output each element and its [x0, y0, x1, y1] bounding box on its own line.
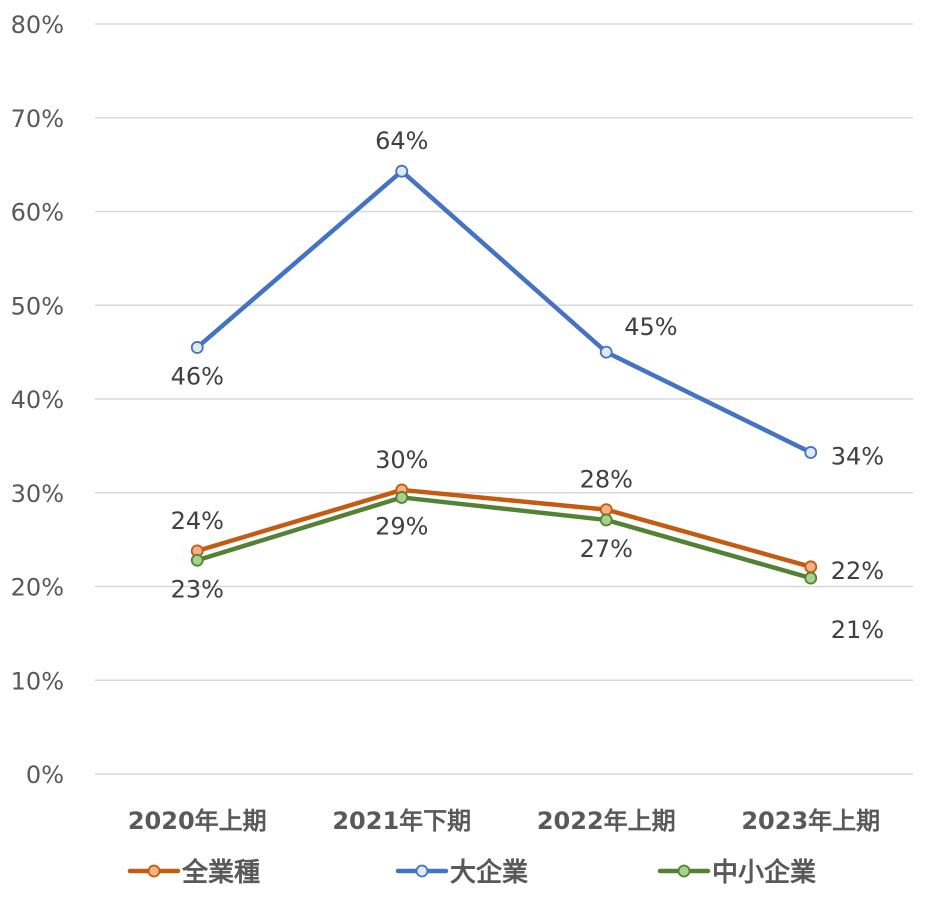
data-label: 21%	[831, 616, 884, 644]
data-label: 45%	[624, 313, 677, 341]
y-tick-label: 30%	[11, 480, 64, 508]
legend-item: 全業種	[127, 857, 260, 888]
series-line	[195, 495, 813, 581]
data-label: 34%	[831, 442, 884, 470]
x-tick-label: 2020年上期	[128, 807, 267, 835]
y-tick-label: 0%	[26, 761, 64, 789]
y-axis: 0% 10% 20% 30% 40% 50% 60% 70% 80%	[11, 11, 64, 789]
x-axis: 2020年上期 2021年下期 2022年上期 2023年上期	[128, 807, 880, 835]
data-point	[190, 341, 204, 354]
data-label: 24%	[171, 507, 224, 535]
y-tick-label: 50%	[11, 292, 64, 320]
data-point	[804, 560, 818, 574]
y-tick-label: 80%	[11, 11, 64, 39]
data-point	[395, 491, 409, 504]
legend-label: 全業種	[181, 857, 260, 888]
series-group	[190, 164, 818, 585]
y-tick-label: 40%	[11, 386, 64, 414]
y-tick-label: 10%	[11, 667, 64, 695]
data-label: 28%	[580, 466, 633, 494]
y-tick-label: 20%	[11, 574, 64, 602]
data-point	[599, 503, 613, 517]
x-tick-label: 2023年上期	[741, 807, 880, 835]
legend: 全業種 大企業 中小企業	[127, 857, 816, 888]
data-point	[190, 553, 204, 567]
legend-marker	[677, 864, 691, 878]
legend-marker	[415, 864, 429, 878]
data-point	[599, 513, 613, 527]
y-tick-label: 60%	[11, 199, 64, 227]
gridlines	[95, 23, 913, 775]
data-label: 64%	[375, 127, 428, 155]
y-tick-label: 70%	[11, 105, 64, 133]
legend-item: 大企業	[395, 857, 528, 888]
data-labels: 24% 30% 28% 22% 46% 64% 45% 34% 23% 29% 27% 21%	[171, 127, 885, 644]
data-point	[395, 164, 409, 178]
data-label: 27%	[580, 535, 633, 563]
data-point	[804, 446, 818, 459]
series-line	[195, 168, 813, 455]
legend-label: 中小企業	[712, 857, 816, 888]
data-label: 29%	[375, 512, 428, 540]
data-point	[804, 571, 818, 585]
legend-marker	[147, 864, 161, 878]
legend-label: 大企業	[450, 857, 528, 888]
x-tick-label: 2021年下期	[332, 807, 471, 835]
x-tick-label: 2022年上期	[537, 807, 676, 835]
series-line	[195, 487, 813, 570]
data-label: 23%	[171, 575, 224, 603]
data-label: 46%	[171, 362, 224, 390]
data-point	[599, 345, 613, 359]
data-label: 22%	[831, 557, 884, 585]
legend-item: 中小企業	[657, 857, 816, 888]
data-label: 30%	[375, 446, 428, 474]
